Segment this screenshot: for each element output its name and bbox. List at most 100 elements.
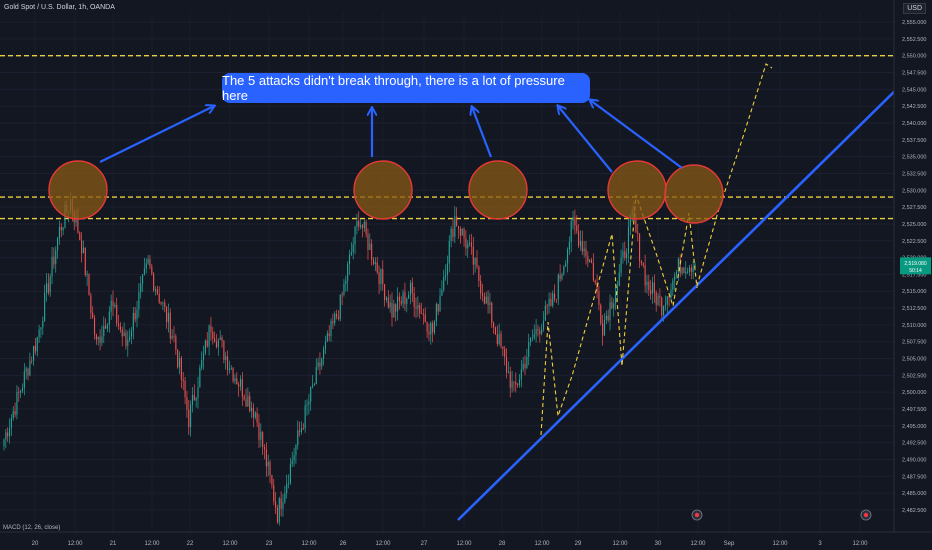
candle [206,331,208,348]
x-tick-label: 29 [575,541,582,547]
candle [204,339,206,356]
candle [409,279,412,305]
candle-body [215,341,218,347]
candle [385,296,388,303]
candle [147,254,149,265]
candle-body [674,275,676,281]
candle [374,257,376,272]
candle [158,286,160,305]
candle-body [395,304,397,312]
x-tick-label: 12:00 [612,541,628,547]
candle-body [103,325,105,336]
candle [465,230,467,256]
candle-body [105,325,107,329]
candle [265,442,267,477]
candle [456,207,458,227]
candle-body [57,238,59,251]
candle [236,372,238,385]
candle-body [208,325,210,347]
y-tick-label: 2,505.000 [902,357,926,363]
candle [398,292,400,310]
candle-body [424,314,426,322]
candle [324,335,327,355]
candle-body [184,380,186,398]
candle-body [694,263,696,268]
candle [446,255,448,285]
candle-body [421,313,423,315]
candle-body [672,280,674,290]
candle-body [502,346,504,349]
price-axis[interactable]: 2,482.500 2,485.000 2,487.500 2,490.000 2,49… [893,0,932,550]
candle [330,318,332,342]
candle [372,256,375,266]
candle-body [160,302,162,304]
candle [664,295,666,311]
y-tick-label: 2,527.500 [902,205,926,211]
candle [293,447,295,467]
candle [557,273,559,306]
candle [687,267,689,274]
candle [262,431,264,455]
candle-body [206,340,208,347]
x-tick-label: Sep [724,541,735,547]
candle [57,236,59,259]
candle-body [637,232,639,234]
candle-body [384,284,386,300]
candle [8,418,11,444]
candle-body [154,289,157,291]
candle [554,284,556,303]
candle-body [380,269,382,285]
candle-body [29,360,31,376]
candle [105,318,107,329]
candle [297,420,299,450]
candle [304,400,306,433]
indicator-label[interactable]: MACD (12, 26, close) [3,525,61,531]
currency-button[interactable]: USD [903,3,926,14]
candle [47,273,49,296]
candle [371,239,373,266]
candle [99,329,101,351]
candle-body [129,336,131,340]
candle-body [400,301,402,304]
candle-body [278,498,280,523]
event-marker-dot [694,512,700,518]
candle-body [267,461,269,467]
candle [5,428,7,449]
candle [254,411,256,420]
candle [130,326,133,345]
arrow [472,107,493,158]
candle-body [483,296,485,304]
candle [517,382,519,388]
candle-body [81,240,83,254]
candle-body [579,240,582,246]
candle-body [487,296,489,306]
candle-body [605,315,607,321]
candle-body [162,302,164,304]
candle-body [10,418,12,428]
candle-body [498,333,500,344]
candle [581,230,583,256]
y-tick-label: 2,535.000 [902,155,926,161]
candle-body [7,432,9,437]
candle-body [243,396,245,400]
candle-body [474,258,476,265]
symbol-title[interactable]: Gold Spot / U.S. Dollar, 1h, OANDA [4,4,115,11]
candle [62,226,64,236]
callout-box[interactable]: The 5 attacks didn't break through, ther… [222,73,590,103]
candle [555,299,557,304]
candle-body [546,305,548,307]
candle-body [14,411,16,415]
x-tick-label: 12:00 [852,541,868,547]
candle-body [592,262,594,281]
candle-body [177,349,179,368]
y-tick-label: 2,495.000 [902,424,926,430]
candle-body [228,368,230,370]
candle [432,320,434,343]
candle [511,370,513,393]
candle [544,300,546,321]
candle [648,274,650,296]
time-axis[interactable]: 20 12:00 21 12:00 22 12:00 23 12:00 26 12:00 27 12:… [0,531,932,547]
candle [49,273,51,297]
candle [275,492,277,515]
